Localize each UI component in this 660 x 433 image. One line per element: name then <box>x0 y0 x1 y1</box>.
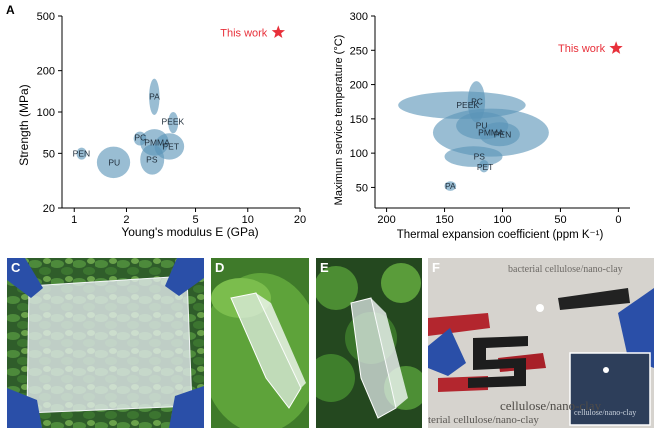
x-tick-label: 1 <box>71 214 77 226</box>
region-pen <box>76 147 87 160</box>
panel-label-a: A <box>6 3 15 17</box>
region-pa <box>444 181 457 191</box>
chart-a-axes: 1 2 5 10 20 20 50 100 200 500 <box>37 11 306 226</box>
panel-label-f: F <box>432 260 440 275</box>
region-peek <box>168 112 179 134</box>
chart-b-xlabel: Thermal expansion coefficient (ppm K⁻¹) <box>397 229 604 241</box>
folded-film-icon <box>230 292 302 409</box>
glove-icon <box>618 288 654 368</box>
x-tick-label: 100 <box>493 214 511 226</box>
region-label-pen: PEN <box>73 148 90 158</box>
folded-film-icon <box>350 297 397 419</box>
y-tick-label: 500 <box>37 11 55 23</box>
region-label-ps: PS <box>146 155 158 165</box>
panel-label-d: D <box>215 260 225 275</box>
conductive-pattern-icon <box>468 336 528 388</box>
background-text-1: bacterial cellulose/nano-clay <box>508 264 623 275</box>
y-tick-label: 50 <box>356 182 368 194</box>
x-tick-label: 5 <box>192 214 198 226</box>
y-tick-label: 20 <box>43 203 55 215</box>
y-tick-label: 50 <box>43 148 55 160</box>
this-work-star-icon <box>609 41 623 54</box>
photo-f: bacterial cellulose/nano-clay cellulose/… <box>428 258 654 428</box>
y-tick-label: 100 <box>37 107 55 119</box>
x-tick-label: 2 <box>123 214 129 226</box>
region-label-peek: PEEK <box>161 117 184 127</box>
y-tick-label: 100 <box>350 148 368 160</box>
region-label-pmma: PMMA <box>478 128 504 138</box>
x-tick-label: 20 <box>294 214 306 226</box>
region-label-pu: PU <box>476 121 488 131</box>
background-text-2: cellulose/nano-clay <box>500 398 602 413</box>
region-label-pa: PA <box>149 91 160 101</box>
region-pa <box>149 78 160 116</box>
chart-a-xlabel: Young's modulus E (GPa) <box>121 225 258 239</box>
x-tick-label: 200 <box>377 214 395 226</box>
x-tick-label: 150 <box>435 214 453 226</box>
panel-label-c: C <box>11 260 21 275</box>
region-label-pet: PET <box>477 162 494 172</box>
region-label-pmma: PMMA <box>144 137 170 147</box>
y-tick-label: 250 <box>350 45 368 57</box>
region-label-pet: PET <box>163 142 180 152</box>
glove-icon <box>169 386 204 428</box>
region-label-peek: PEEK <box>456 100 479 110</box>
chart-a-ylabel: Strength (MPa) <box>17 84 31 165</box>
led-icon <box>536 304 544 312</box>
region-ps <box>444 146 503 167</box>
y-tick-label: 200 <box>350 80 368 92</box>
region-ps <box>140 144 165 175</box>
this-work-label: This work <box>558 43 606 55</box>
region-label-ps: PS <box>474 152 486 162</box>
black-clip-icon <box>558 288 630 310</box>
chart-b-regions <box>398 81 549 191</box>
chart-b-ylabel: Maximum service temperature (°C) <box>333 35 345 206</box>
region-label-pc: PC <box>471 97 483 107</box>
region-label-pen: PEN <box>494 130 511 140</box>
transparent-film-icon <box>26 275 193 414</box>
chart-a-regions <box>76 78 185 179</box>
glove-icon <box>7 388 42 428</box>
x-tick-label: 50 <box>554 214 566 226</box>
x-tick-label: 0 <box>615 214 621 226</box>
region-label-pu: PU <box>108 157 120 167</box>
y-tick-label: 200 <box>37 66 55 78</box>
glove-icon <box>165 258 204 296</box>
chart-b-axes: 200 150 100 50 0 50 100 150 200 250 300 <box>350 11 630 226</box>
glove-icon <box>428 328 466 376</box>
this-work-star-icon <box>271 25 285 38</box>
red-clip-icon <box>428 313 490 336</box>
photo-d: D <box>211 258 309 428</box>
inset-photo <box>569 352 651 426</box>
glove-icon <box>7 258 43 298</box>
photo-e: E <box>316 258 422 428</box>
inset-text: cellulose/nano-clay <box>574 408 637 417</box>
region-label-pc: PC <box>134 133 146 143</box>
this-work-label: This work <box>220 27 268 39</box>
background-text-3: terial cellulose/nano-clay <box>428 414 539 426</box>
region-pu <box>96 146 131 179</box>
photo-c: C <box>7 258 204 428</box>
region-pet <box>478 160 489 173</box>
region-label-pa: PA <box>445 181 456 191</box>
y-tick-label: 300 <box>350 11 368 23</box>
region-pen <box>479 122 520 147</box>
panel-label-e: E <box>320 260 329 275</box>
x-tick-label: 10 <box>242 214 254 226</box>
y-tick-label: 150 <box>350 114 368 126</box>
